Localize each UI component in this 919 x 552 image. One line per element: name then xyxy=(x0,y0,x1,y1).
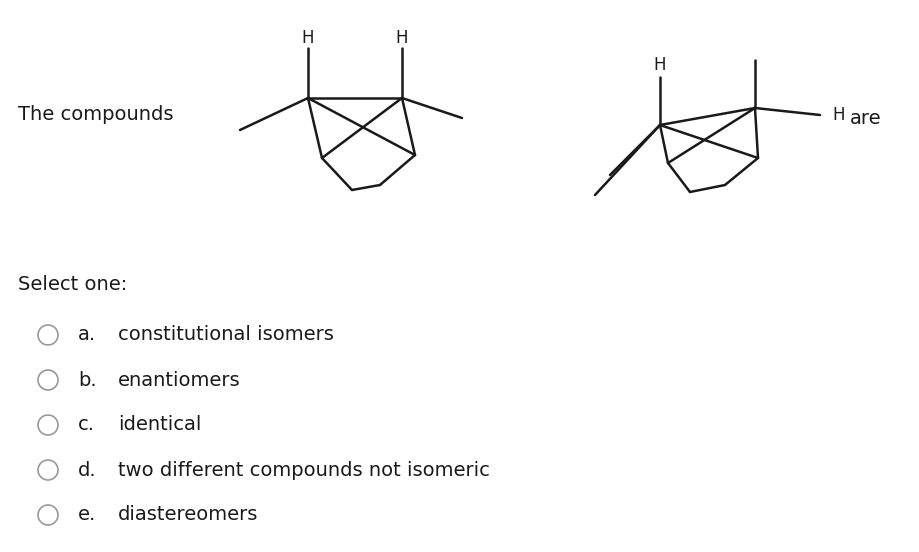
Text: are: are xyxy=(849,109,880,128)
Text: H: H xyxy=(653,56,665,74)
Text: a.: a. xyxy=(78,326,96,344)
Text: H: H xyxy=(301,29,314,47)
Text: H: H xyxy=(831,106,844,124)
Text: enantiomers: enantiomers xyxy=(118,370,241,390)
Text: constitutional isomers: constitutional isomers xyxy=(118,326,334,344)
Text: two different compounds not isomeric: two different compounds not isomeric xyxy=(118,460,489,480)
Text: b.: b. xyxy=(78,370,96,390)
Text: c.: c. xyxy=(78,416,95,434)
Text: Select one:: Select one: xyxy=(18,275,127,295)
Text: identical: identical xyxy=(118,416,201,434)
Text: e.: e. xyxy=(78,506,96,524)
Text: d.: d. xyxy=(78,460,96,480)
Text: H: H xyxy=(395,29,408,47)
Text: The compounds: The compounds xyxy=(18,105,174,125)
Text: diastereomers: diastereomers xyxy=(118,506,258,524)
